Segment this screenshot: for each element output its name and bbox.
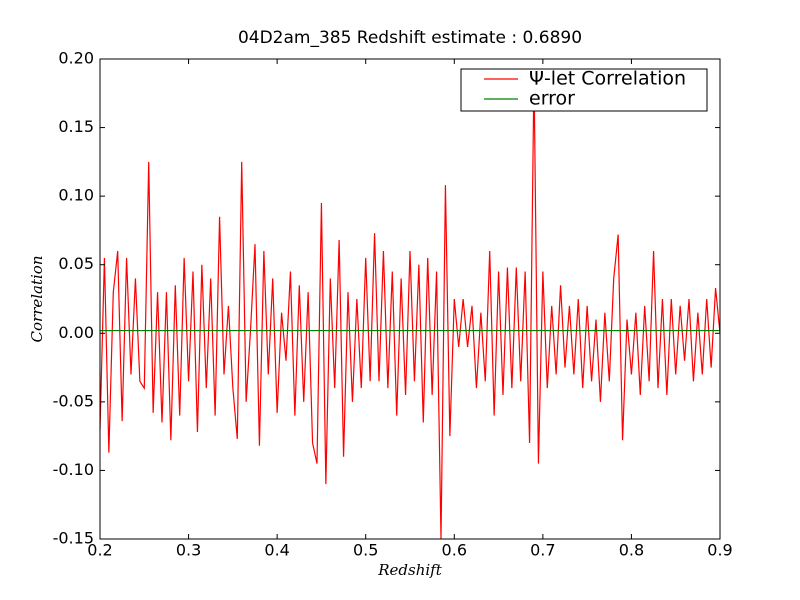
x-axis-label: Redshift <box>377 561 442 579</box>
x-tick-label: 0.2 <box>87 541 112 560</box>
y-tick-label: 0.15 <box>58 117 94 136</box>
legend-box <box>460 68 708 112</box>
x-tick-label: 0.9 <box>707 541 732 560</box>
legend-label: error <box>529 88 575 110</box>
y-tick-label: 0.10 <box>58 186 94 205</box>
y-tick-label: -0.05 <box>53 391 94 410</box>
y-tick-label: 0.00 <box>58 323 94 342</box>
x-tick-label: 0.3 <box>176 541 201 560</box>
data-line <box>99 72 721 540</box>
y-tick-label: -0.15 <box>53 529 94 548</box>
x-tick-label: 0.5 <box>353 541 378 560</box>
y-axis-label: Correlation <box>28 256 46 343</box>
x-tick-label: 0.7 <box>530 541 555 560</box>
x-tick-label: 0.4 <box>264 541 289 560</box>
legend-label: Ψ-let Correlation <box>529 68 686 90</box>
y-tick-label: 0.20 <box>58 49 94 68</box>
plot-frame <box>99 58 721 540</box>
chart-title: 04D2am_385 Redshift estimate : 0.6890 <box>238 28 582 48</box>
y-tick-label: -0.10 <box>53 460 94 479</box>
y-tick-label: 0.05 <box>58 254 94 273</box>
x-tick-label: 0.8 <box>619 541 644 560</box>
x-tick-label: 0.6 <box>442 541 467 560</box>
